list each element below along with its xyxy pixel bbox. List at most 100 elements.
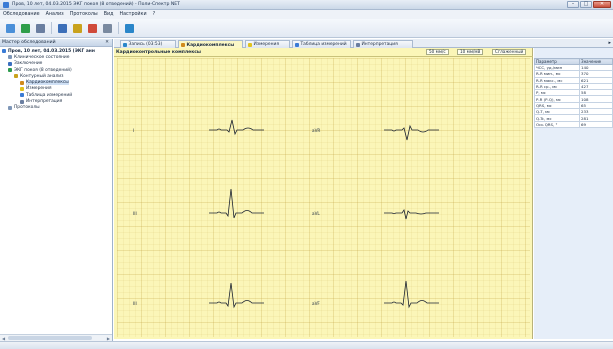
tab-icon [181,43,185,47]
toolbar-button[interactable] [123,22,136,35]
ecg-complex-trace [209,188,264,219]
table-row[interactable]: P, мс 58 [534,89,613,97]
toolbar-button[interactable] [34,22,47,35]
value-cell: 370 [579,70,613,78]
menu-item[interactable]: Настройки [119,12,147,17]
tab-label: Таблица измерений [300,42,347,47]
table-row[interactable]: R-R ср., мс 427 [534,82,613,91]
tab[interactable]: Запись (03:53) [120,40,176,48]
menu-item[interactable]: Протоколы [69,12,98,17]
close-button[interactable]: ✕ [593,1,611,8]
tree-item[interactable]: Интерпретация [0,98,112,104]
scroll-right-icon[interactable]: ▶ [106,336,110,341]
tab[interactable]: Таблица измерений [292,40,351,48]
table-row[interactable]: QRS, мс 65 [534,101,613,110]
tree-item[interactable]: Измерения [0,86,112,92]
tree-item-label: Клиническое состояние [14,54,70,60]
tree-item-label: Протоколы [14,105,40,111]
status-bar [0,341,613,349]
tree-item[interactable]: Контурный анализ [0,73,112,79]
report-icon [73,23,82,33]
tree-node-icon [20,80,24,85]
toolbar-separator [51,22,52,34]
ecg-view-icon [88,23,97,33]
tab-icon [123,42,127,47]
tree-item[interactable]: Клиническое состояние [0,54,112,60]
menu-item[interactable]: Обследование [3,12,40,17]
mode-button[interactable]: Сглаженный [492,49,527,55]
tab[interactable]: Кардиокомплексы [178,40,243,49]
toolbar-button[interactable] [4,22,17,35]
tree-item-label: Контурный анализ [20,73,64,79]
value-cell: 233 [579,108,613,116]
tree-item[interactable]: Протоколы [0,105,112,111]
table-row[interactable]: Ось QRS, ° 69 [534,120,613,128]
save-icon [58,23,67,33]
toolbar-button[interactable] [71,22,84,35]
tree-node-icon [8,61,12,66]
maximize-button[interactable]: □ [580,1,592,8]
app-icon [3,2,9,8]
tab[interactable]: Измерения [245,40,290,48]
ecg-waveform [384,124,439,141]
tree-node-icon [14,74,18,79]
exam-master-panel: Мастер обследований ✕ Пров, 10 лет, 04.0… [0,39,113,341]
lead-label: III [133,211,137,216]
table-row[interactable]: P-R (P-Q), мс 108 [534,95,613,103]
tree-item[interactable]: ЭКГ покоя (8 отведений) [0,67,112,73]
toolbar-button[interactable] [86,22,99,35]
tab-overflow-icon[interactable]: ▸ [608,40,611,46]
speed-select[interactable]: 50 мм/с [426,49,449,55]
horizontal-scrollbar[interactable]: ◀ ▶ [0,334,112,341]
table-row[interactable]: R-R мин., мс 370 [534,70,613,78]
table-row[interactable]: Q-Tc, мс 281 [534,114,613,122]
tab[interactable]: Интерпретация [353,40,413,48]
tree-item-label: Таблица измерений [26,92,73,98]
value-cell: 427 [579,82,613,91]
ecg-waveform [209,282,264,309]
lead-label: III [133,301,137,306]
tab-icon [356,42,360,47]
minimize-button[interactable]: – [567,1,579,8]
ecg-waveform [384,280,439,309]
tab-strip: ▸ Запись (03:53) Кардиокомплексы Измерения… [114,39,613,49]
ecg-complex-trace [209,282,264,309]
scrollbar-thumb[interactable] [8,336,92,340]
panel-header: Мастер обследований ✕ [0,39,112,47]
value-cell: 69 [579,120,613,128]
ecg-waveform [384,208,439,220]
tree-item[interactable]: Кардиокомплексы [0,79,112,86]
tree-item-label: Интерпретация [26,99,63,105]
panel-close-icon[interactable]: ✕ [105,40,109,45]
table-row[interactable]: Q-T, мс 233 [534,108,613,116]
tree-item[interactable]: Пров, 10 лет, 04.03.2015 (ЭКГ анн [0,48,112,54]
panel-title: Мастер обследований [2,40,56,45]
value-cell: 621 [579,76,613,84]
value-cell: 140 [579,63,613,72]
tree-item-label: Заключение [14,61,43,67]
table-row[interactable]: R-R макс., мс 621 [534,76,613,84]
table-row[interactable]: ЧСС, уд./мин 140 [534,63,613,72]
exam-tree: Пров, 10 лет, 04.03.2015 (ЭКГ анн Клиниче… [0,47,112,111]
wave-icon [125,23,134,33]
tab-label: Запись (03:53) [128,42,163,47]
toolbar-button[interactable] [19,22,32,35]
menu-item[interactable]: Анализ [45,12,64,17]
menu-bar: Обследование Анализ Протоколы Вид Настройки? [0,10,613,19]
tree-item[interactable]: Таблица измерений [0,92,112,98]
toolbar-button[interactable] [101,22,114,35]
window-title: Пров, 10 лет, 04.03.2015 ЭКГ покоя (8 от… [12,2,180,7]
tree-item[interactable]: Заключение [0,61,112,67]
toolbar-button[interactable] [56,22,69,35]
menu-item[interactable]: ? [152,12,156,17]
tree-item-label: ЭКГ покоя (8 отведений) [14,67,72,73]
amplitude-select[interactable]: 10 мм/мВ [457,49,484,55]
main-toolbar [0,19,613,38]
scroll-left-icon[interactable]: ◀ [2,336,6,341]
tab-label: Измерения [253,42,280,47]
menu-item[interactable]: Вид [103,12,114,17]
tree-item-label: Измерения [26,86,52,92]
tree-node-icon [20,86,24,91]
window-title-bar: Пров, 10 лет, 04.03.2015 ЭКГ покоя (8 от… [0,0,613,10]
tab-icon [248,42,252,47]
